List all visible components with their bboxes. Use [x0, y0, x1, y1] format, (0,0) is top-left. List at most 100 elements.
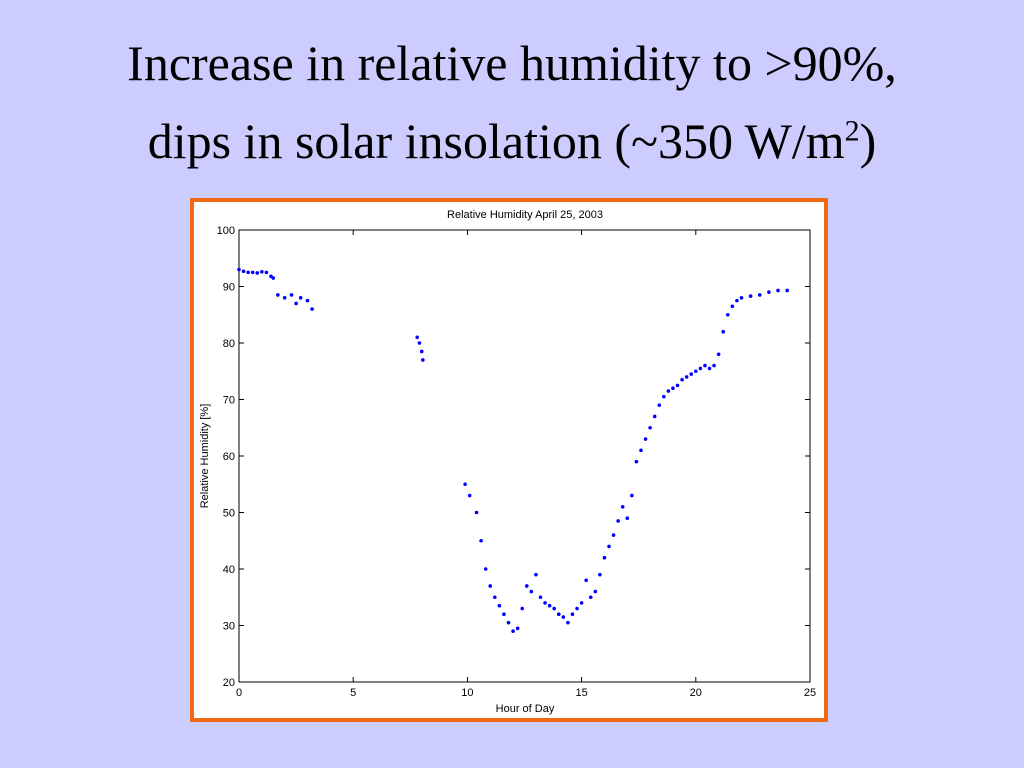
slide-title-line: Increase in relative humidity to >90%, — [127, 35, 897, 91]
data-point — [276, 293, 280, 297]
data-point — [543, 601, 547, 605]
data-point — [643, 437, 648, 441]
data-point — [712, 363, 716, 368]
y-tick-label: 50 — [223, 508, 235, 520]
x-tick-label: 20 — [690, 687, 702, 699]
data-point — [552, 606, 556, 611]
data-point — [488, 584, 493, 588]
data-point — [666, 389, 671, 393]
data-point — [652, 414, 657, 419]
data-point — [721, 329, 726, 334]
data-point — [739, 296, 744, 300]
data-point — [725, 312, 730, 317]
data-point — [602, 555, 607, 560]
data-point — [680, 377, 684, 382]
data-point — [675, 383, 680, 388]
y-tick-label: 30 — [223, 621, 235, 633]
data-point — [511, 629, 515, 633]
x-tick-label: 15 — [575, 687, 587, 699]
data-point — [250, 270, 255, 275]
x-tick-label: 25 — [804, 687, 816, 699]
data-point — [566, 620, 570, 625]
data-point — [310, 307, 314, 311]
data-point — [246, 270, 250, 275]
y-tick-label: 20 — [223, 677, 235, 689]
data-point — [282, 296, 287, 300]
x-tick-label: 10 — [461, 687, 473, 699]
data-point — [662, 394, 666, 399]
x-tick-label: 5 — [350, 687, 356, 699]
data-point — [561, 615, 566, 619]
data-point — [616, 519, 620, 523]
data-point — [684, 375, 689, 379]
data-point — [620, 505, 625, 509]
data-point — [289, 293, 294, 297]
data-point — [241, 269, 246, 274]
data-point — [479, 538, 483, 543]
superscript: 2 — [844, 114, 860, 148]
data-point — [630, 493, 634, 498]
data-point — [757, 293, 762, 297]
y-tick-label: 70 — [223, 395, 235, 407]
data-point — [579, 601, 584, 605]
data-point — [648, 425, 652, 430]
x-tick-label: 0 — [236, 687, 242, 699]
chart-frame — [190, 198, 828, 722]
data-point — [735, 298, 739, 303]
data-point — [611, 533, 616, 537]
data-point — [524, 584, 529, 588]
data-point — [730, 304, 735, 309]
data-point — [305, 298, 310, 303]
data-point — [483, 567, 488, 571]
data-point — [598, 572, 602, 577]
data-point — [520, 606, 525, 611]
data-point — [776, 288, 780, 293]
data-point — [298, 296, 303, 300]
slide-title-line: dips in solar insolation (~350 W/m2) — [0, 116, 1024, 166]
data-point — [689, 372, 694, 376]
data-point — [294, 301, 298, 306]
title-text: ) — [859, 113, 877, 169]
data-point — [703, 363, 707, 368]
data-point — [493, 595, 497, 600]
data-point — [534, 572, 538, 577]
plot-area — [238, 229, 811, 683]
data-point — [698, 366, 703, 371]
x-axis-label: Hour of Day — [496, 703, 555, 715]
data-point — [502, 612, 506, 616]
data-point — [593, 589, 598, 594]
data-point — [497, 603, 502, 608]
data-point — [515, 626, 520, 631]
data-point — [556, 612, 561, 616]
data-point — [474, 510, 479, 515]
data-point — [271, 276, 276, 280]
data-point — [575, 606, 579, 611]
data-point — [529, 589, 534, 594]
data-point — [237, 267, 241, 272]
data-point — [260, 270, 264, 274]
data-point — [264, 270, 269, 275]
data-point — [463, 482, 467, 487]
y-axis-label: Relative Humidity [%] — [199, 404, 211, 509]
data-point — [716, 352, 721, 357]
data-point — [607, 544, 611, 549]
data-point — [707, 366, 712, 371]
data-point — [634, 459, 639, 464]
data-point — [767, 290, 771, 294]
data-point — [417, 341, 422, 345]
data-point — [547, 603, 552, 608]
data-point — [570, 612, 575, 616]
data-point — [538, 595, 543, 600]
y-tick-label: 60 — [223, 451, 235, 463]
data-point — [255, 271, 260, 275]
data-point — [467, 493, 472, 498]
data-point — [584, 578, 588, 583]
data-point — [748, 294, 753, 298]
data-point — [415, 335, 419, 340]
data-point — [671, 386, 675, 391]
data-point — [639, 448, 643, 453]
data-point — [694, 369, 698, 374]
data-point — [506, 620, 511, 625]
